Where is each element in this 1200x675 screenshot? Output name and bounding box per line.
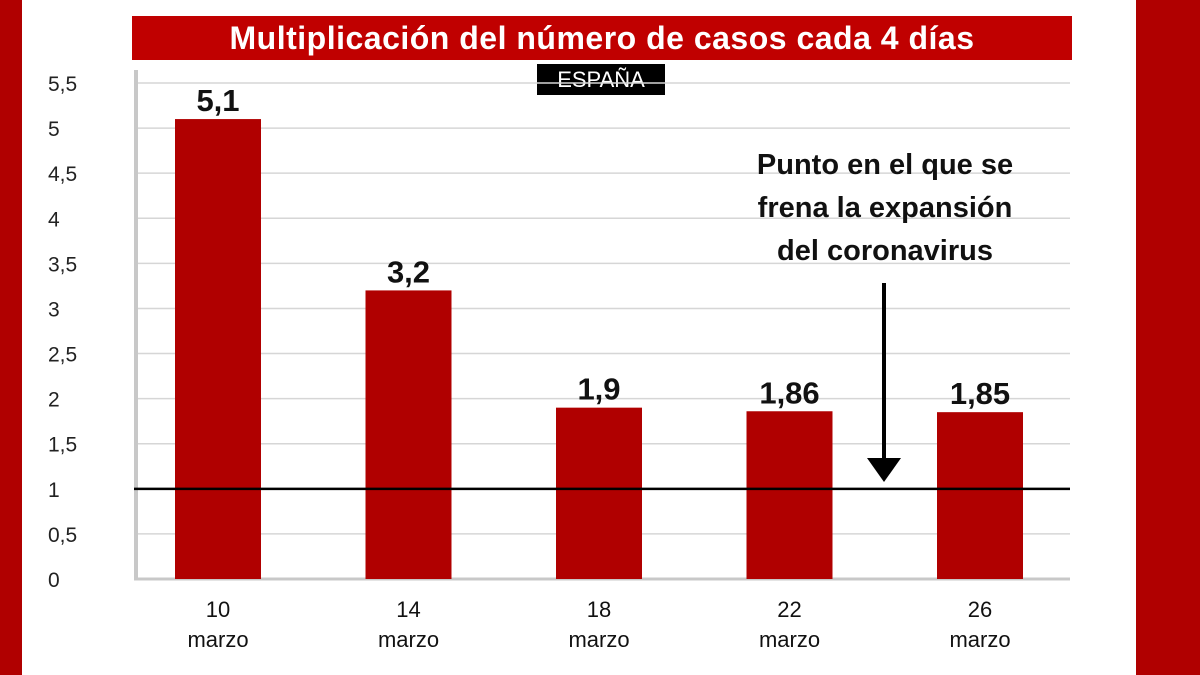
y-tick-label: 1: [48, 479, 60, 502]
x-tick-label: marzo: [568, 627, 629, 652]
arrow-head-icon: [867, 458, 901, 482]
bar: [556, 407, 642, 579]
y-tick-label: 4,5: [48, 163, 77, 186]
annotation-text: frena la expansión: [758, 192, 1013, 224]
x-tick-label: marzo: [759, 627, 820, 652]
y-tick-label: 2: [48, 389, 60, 412]
y-tick-label: 3,5: [48, 253, 77, 276]
y-tick-label: 0: [48, 569, 60, 592]
x-tick-label: 10: [206, 597, 230, 622]
bar: [175, 119, 261, 579]
chart-title: Multiplicación del número de casos cada …: [132, 16, 1072, 60]
data-label: 1,86: [759, 375, 819, 410]
data-label: 5,1: [196, 83, 239, 118]
y-tick-label: 2,5: [48, 344, 77, 367]
x-tick-label: 18: [587, 597, 611, 622]
x-tick-label: marzo: [949, 627, 1010, 652]
x-tick-label: marzo: [378, 627, 439, 652]
x-tick-label: marzo: [187, 627, 248, 652]
y-tick-label: 1,5: [48, 434, 77, 457]
y-tick-label: 5: [48, 118, 60, 141]
y-tick-label: 5,5: [48, 73, 77, 96]
bar: [746, 411, 833, 579]
y-tick-label: 3: [48, 298, 60, 321]
x-tick-label: 22: [777, 597, 801, 622]
x-tick-label: 14: [396, 597, 420, 622]
data-labels: 5,1 3,2 1,9 1,86 1,85: [134, 83, 1070, 491]
data-label: 1,9: [577, 372, 620, 407]
annotation-text: del coronavirus: [777, 235, 993, 267]
y-tick-label: 4: [48, 208, 60, 231]
data-label: 3,2: [387, 254, 430, 289]
annotation: Punto en el que se frena la expansión del …: [757, 149, 1013, 482]
annotation-text: Punto en el que se: [757, 149, 1013, 181]
x-tick-label: 26: [968, 597, 992, 622]
x-axis: 10 marzo 14 marzo 18 marzo 22 marzo 26 marzo: [187, 597, 1010, 652]
chart-subtitle: ESPAÑA: [537, 64, 665, 95]
bar: [365, 290, 452, 579]
bars: [175, 119, 1023, 579]
y-tick-label: 0,5: [48, 524, 77, 547]
data-label: 1,85: [950, 376, 1010, 411]
bar: [937, 412, 1023, 579]
